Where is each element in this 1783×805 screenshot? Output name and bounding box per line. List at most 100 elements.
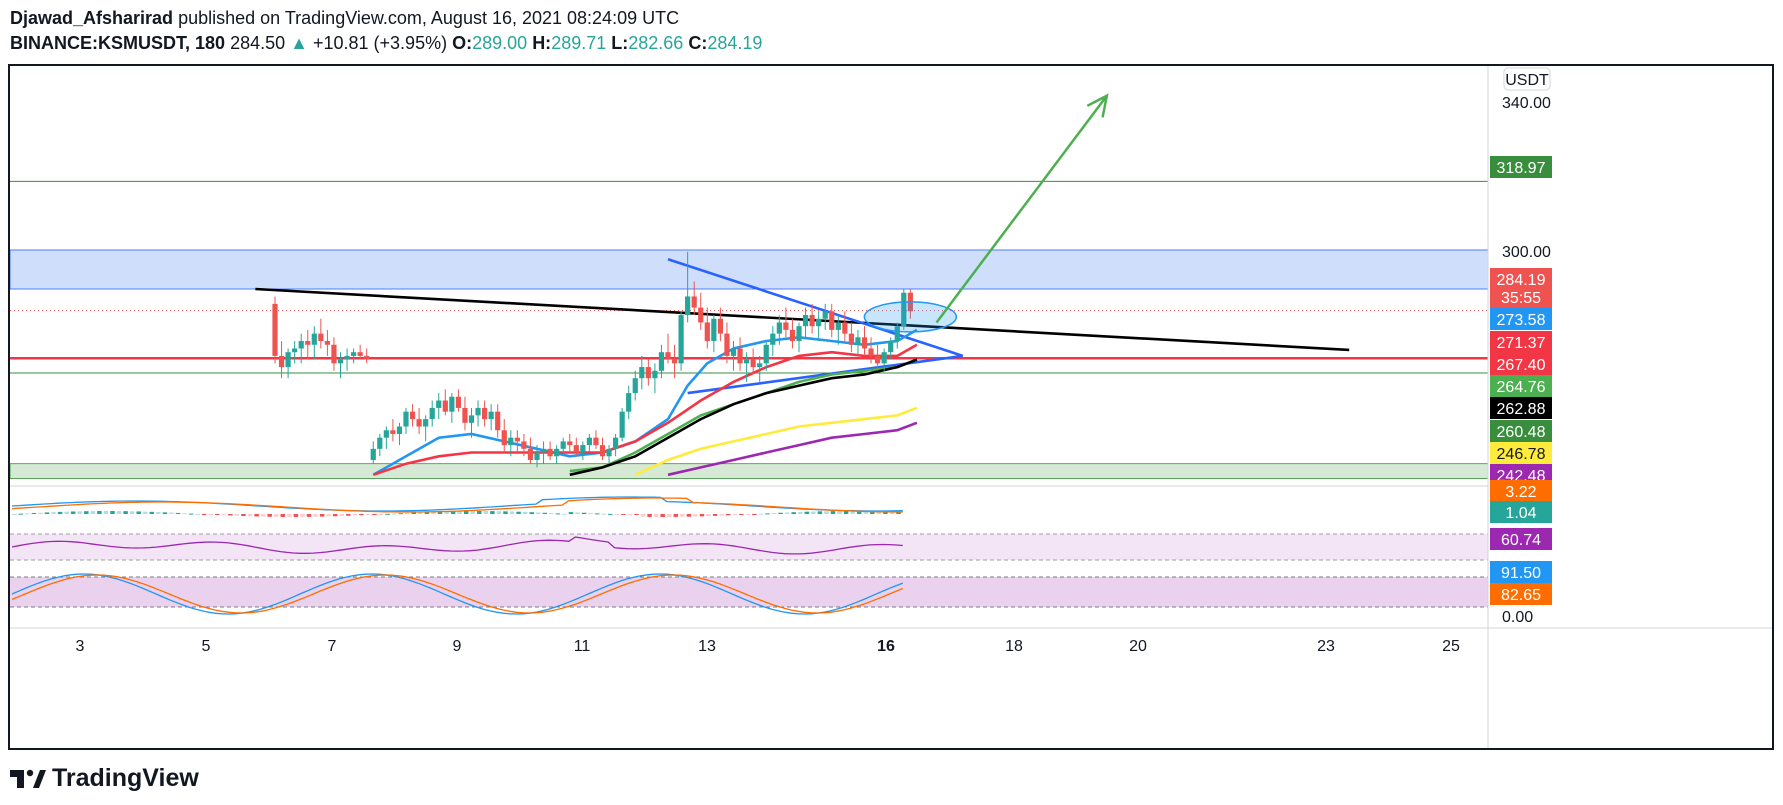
candle-body — [685, 296, 691, 316]
macd-histogram-bar — [450, 511, 456, 514]
macd-signal-line — [11, 497, 903, 513]
macd-histogram-bar — [123, 511, 128, 514]
price-chart[interactable]: 3 5 7 9 11 13 16 18 20 23 25 USDT 340.00 300.00 0.00 31… — [10, 66, 1772, 748]
macd-histogram-bar — [228, 514, 233, 516]
candle — [665, 333, 671, 364]
candle-body — [717, 318, 723, 334]
high-value: 289.71 — [551, 33, 607, 53]
candle-body — [508, 437, 514, 446]
candle-body — [783, 322, 789, 330]
macd-line — [11, 496, 903, 512]
candle — [521, 433, 527, 457]
candle-body — [462, 407, 468, 423]
price-badge-bg — [1490, 442, 1552, 464]
macd-histogram-bar — [241, 514, 246, 517]
macd-histogram-bar — [680, 514, 685, 517]
x-axis-tick-label: 13 — [698, 638, 716, 655]
candle-body — [514, 437, 520, 442]
x-axis-tick-label: 7 — [328, 638, 337, 655]
price-badge: 271.37 — [1490, 331, 1552, 353]
candle — [370, 441, 376, 464]
low-value: 282.66 — [628, 33, 684, 53]
price-badge: 35:55 — [1490, 286, 1552, 308]
candle — [671, 344, 678, 379]
macd-histogram-bar — [319, 514, 325, 517]
candle-body — [292, 348, 298, 353]
macd-histogram-bar — [12, 514, 17, 515]
candle — [324, 329, 330, 356]
macd-histogram-bar — [339, 514, 344, 516]
price-badge-bg — [1490, 420, 1552, 442]
candle-body — [423, 419, 429, 427]
candle — [488, 404, 494, 431]
macd-histogram-bar — [634, 514, 639, 515]
macd-histogram-bar — [850, 511, 855, 514]
macd-histogram-bar — [725, 514, 731, 516]
macd-histogram-bar — [778, 512, 783, 514]
candle — [514, 430, 520, 453]
macd-histogram-bar — [418, 512, 423, 514]
price-badge: 264.76 — [1490, 375, 1552, 397]
x-axis-tick-label: 16 — [877, 638, 895, 655]
moving-average-1 — [372, 343, 918, 477]
candle-body — [468, 415, 475, 423]
candle — [698, 292, 704, 330]
candle-body — [881, 352, 887, 364]
candle — [822, 303, 828, 330]
macd-histogram-bar — [51, 512, 56, 514]
candle — [527, 437, 534, 464]
macd-histogram-bar — [31, 513, 37, 515]
candle-body — [842, 322, 848, 334]
macd-histogram-bar — [706, 514, 711, 517]
stoch-d-line — [11, 574, 904, 614]
candle-body — [567, 441, 573, 446]
macd-histogram-bar — [208, 514, 213, 515]
candle-body — [796, 326, 802, 342]
main-pane — [10, 180, 1488, 479]
price-badge-bg — [1490, 156, 1552, 178]
macd-histogram-bar — [274, 514, 279, 517]
rsi-badge: 60.74 — [1490, 528, 1552, 550]
trendline-1 — [667, 258, 964, 358]
candle-body — [737, 348, 743, 364]
macd-histogram-bar — [830, 511, 836, 514]
candle — [272, 296, 278, 364]
candle — [848, 322, 854, 353]
y-axis-tick-label: 300.00 — [1502, 244, 1551, 261]
candle — [305, 329, 311, 360]
macd-histogram-bar — [378, 514, 384, 515]
macd-histogram-bar — [182, 513, 187, 515]
candle-body — [698, 307, 704, 323]
stoch-badge-text: 82.65 — [1501, 587, 1541, 604]
price-badge-text: 246.78 — [1497, 446, 1546, 463]
candle-body — [829, 311, 835, 330]
macd-histogram-bar — [215, 514, 220, 515]
candle-body — [331, 344, 337, 364]
candle — [829, 303, 835, 338]
macd-histogram-bar — [883, 511, 888, 514]
candle — [429, 400, 435, 427]
rsi-badge-text: 60.74 — [1501, 532, 1541, 549]
candle — [351, 348, 357, 364]
macd-histogram-bar — [581, 512, 587, 514]
macd-histogram-bar — [326, 514, 331, 517]
candle — [678, 311, 684, 371]
candle-body — [606, 448, 612, 457]
macd-histogram-bar — [411, 512, 417, 514]
ohlc-line: BINANCE:KSMUSDT, 180 284.50 ▲ +10.81 (+3… — [10, 33, 762, 54]
macd-histogram-bar — [496, 511, 502, 514]
x-axis-tick-label: 25 — [1442, 638, 1460, 655]
macd-histogram-bar — [667, 514, 672, 517]
candle-body — [599, 445, 606, 457]
candle — [881, 348, 887, 371]
candle — [357, 344, 363, 360]
chart-frame[interactable]: 3 5 7 9 11 13 16 18 20 23 25 USDT 340.00 300.00 0.00 31… — [8, 64, 1774, 750]
candle — [658, 344, 665, 379]
candle — [888, 337, 894, 360]
macd-histogram-bar — [287, 514, 292, 517]
candle — [835, 315, 841, 345]
macd-histogram-bar — [477, 511, 482, 514]
candle — [396, 422, 403, 446]
macd-histogram-bar — [870, 511, 875, 514]
x-axis-tick-label: 3 — [76, 638, 85, 655]
